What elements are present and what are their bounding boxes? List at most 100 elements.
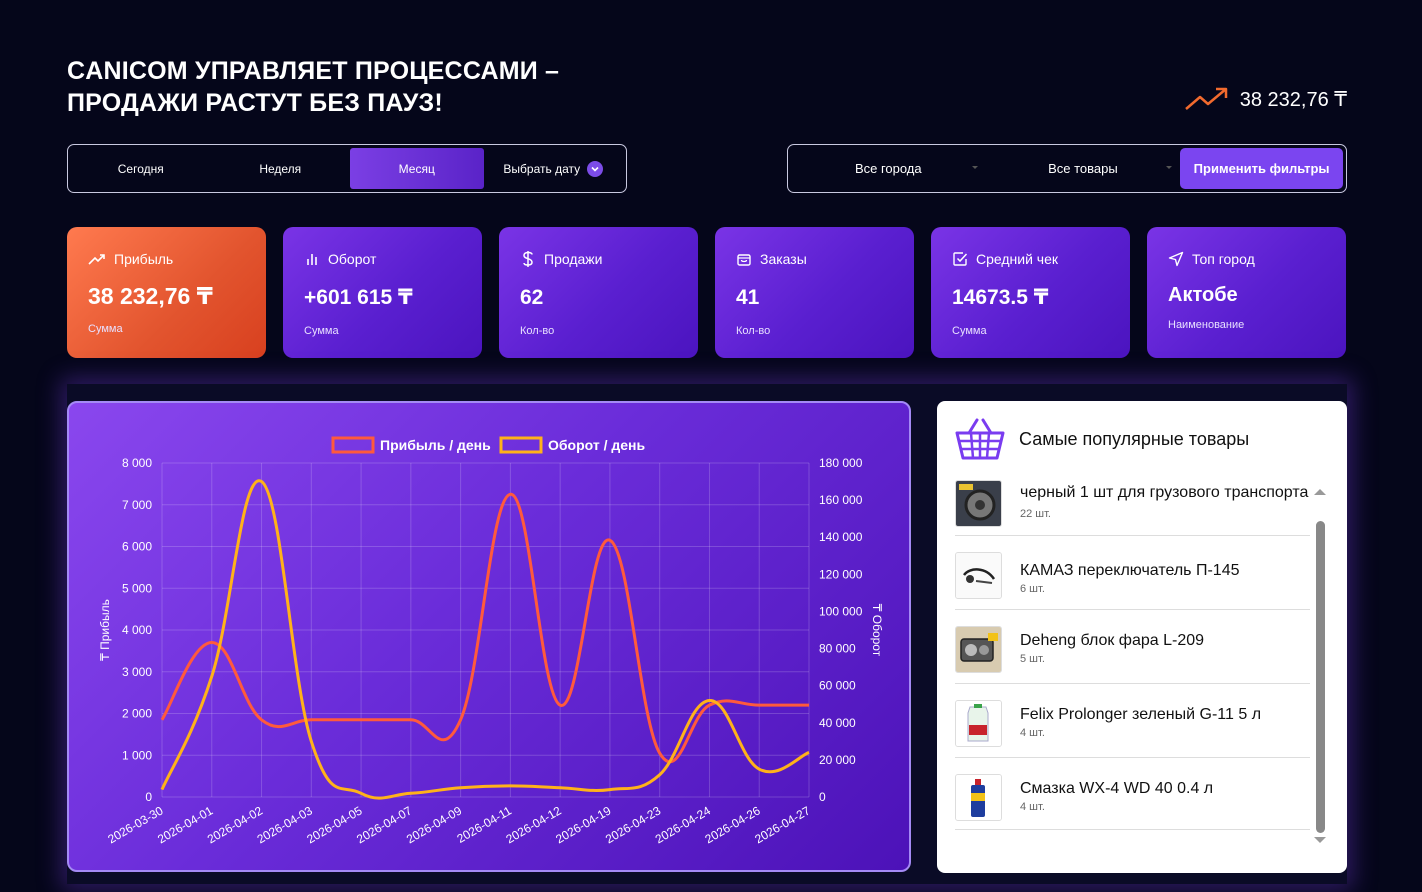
tab-pick-date[interactable]: Выбрать дату xyxy=(484,148,624,189)
card-top-city-sub: Наименование xyxy=(1168,319,1245,331)
city-select[interactable]: Все города xyxy=(791,148,986,189)
y2-tick-label: 0 xyxy=(819,790,826,804)
tab-today[interactable]: Сегодня xyxy=(71,148,211,189)
card-top-city-title: Топ город xyxy=(1192,251,1255,267)
x-tick-label: 2026-04-19 xyxy=(553,803,613,846)
x-tick-label: 2026-04-11 xyxy=(454,803,514,846)
series-line-1 xyxy=(160,492,809,764)
profit-turnover-chart: 0 1 000 2 000 3 000 4 000 5 000 6 000 7 000 8 00… xyxy=(67,401,911,872)
x-tick-label: 2026-04-01 xyxy=(155,803,215,846)
chevron-down-icon xyxy=(587,160,604,177)
period-selector: Сегодня Неделя Месяц Выбрать дату xyxy=(67,144,627,193)
card-sales-value: 62 xyxy=(520,286,544,309)
legend-swatch xyxy=(499,436,543,454)
card-orders-sub: Кол-во xyxy=(736,325,771,337)
caret-down-icon xyxy=(971,166,978,169)
tab-month-label: Месяц xyxy=(398,161,435,176)
headline-line-1: CANICOM УПРАВЛЯЕТ ПРОЦЕССАМИ – xyxy=(67,57,560,85)
card-orders: Заказы 41 Кол-во xyxy=(715,227,914,358)
x-tick-label: 2026-04-02 xyxy=(205,803,265,846)
basket-icon xyxy=(955,418,1005,460)
card-average-check-value: 14673.5 ₸ xyxy=(952,286,1049,309)
total-profit: 38 232,76 ₸ xyxy=(1184,84,1347,114)
y-tick-label: 4 000 xyxy=(122,623,152,637)
product-qty: 4 шт. xyxy=(1020,727,1045,739)
product-name: черный 1 шт для грузового транспорта xyxy=(1020,484,1309,501)
card-average-check: Средний чек 14673.5 ₸ Сумма xyxy=(931,227,1130,358)
product-name: Смазка WX-4 WD 40 0.4 л xyxy=(1020,780,1214,797)
product-name: Felix Prolonger зеленый G-11 5 л xyxy=(1020,706,1262,723)
total-profit-value: 38 232,76 ₸ xyxy=(1239,88,1347,111)
product-qty: 22 шт. xyxy=(1020,508,1051,520)
product-qty: 6 шт. xyxy=(1020,583,1045,595)
y2-tick-label: 160 000 xyxy=(819,493,863,507)
card-turnover: Оборот +601 615 ₸ Сумма xyxy=(283,227,482,358)
popular-title: Самые популярные товары xyxy=(1019,428,1250,449)
tab-month[interactable]: Месяц xyxy=(350,148,484,189)
legend-swatch xyxy=(331,436,375,454)
y2-tick-label: 20 000 xyxy=(819,753,856,767)
scroll-down-icon[interactable] xyxy=(1313,835,1327,845)
y2-tick-label: 80 000 xyxy=(819,642,856,656)
y2-tick-label: 140 000 xyxy=(819,530,863,544)
tab-today-label: Сегодня xyxy=(117,161,164,176)
x-tick-label: 2026-04-09 xyxy=(404,803,464,846)
card-orders-value: 41 xyxy=(736,286,760,309)
y2-tick-label: 40 000 xyxy=(819,716,856,730)
card-average-check-sub: Сумма xyxy=(952,325,987,337)
product-thumbnail xyxy=(955,774,1002,821)
product-qty: 4 шт. xyxy=(1020,801,1045,813)
legend-label: Оборот / день xyxy=(548,437,645,453)
series-line-2 xyxy=(160,479,810,800)
tab-week[interactable]: Неделя xyxy=(211,148,351,189)
card-profit-sub: Сумма xyxy=(88,323,123,335)
product-thumbnail xyxy=(955,626,1002,673)
card-profit-title: Прибыль xyxy=(114,251,174,267)
x-tick-label: 2026-04-23 xyxy=(603,803,663,846)
tab-pick-date-label: Выбрать дату xyxy=(503,161,581,176)
card-top-city: Топ город Актобе Наименование xyxy=(1147,227,1346,358)
list-item[interactable]: черный 1 шт для грузового транспорта 22 … xyxy=(955,474,1310,536)
x-tick-label: 2026-04-05 xyxy=(304,803,364,846)
city-select-value: Все города xyxy=(854,161,922,176)
product-select[interactable]: Все товары xyxy=(986,148,1181,189)
x-tick-label: 2026-04-26 xyxy=(703,803,763,846)
x-tick-label: 2026-04-07 xyxy=(354,803,414,846)
card-orders-title: Заказы xyxy=(760,251,807,267)
list-item[interactable]: Deheng блок фара L-209 5 шт. xyxy=(955,610,1310,684)
card-average-check-title: Средний чек xyxy=(976,251,1059,267)
card-profit: Прибыль 38 232,76 ₸ Сумма xyxy=(67,227,266,358)
list-item[interactable]: Felix Prolonger зеленый G-11 5 л 4 шт. xyxy=(955,684,1310,758)
y2-tick-label: 180 000 xyxy=(819,456,863,470)
card-top-city-value: Актобе xyxy=(1168,284,1238,306)
product-name: Deheng блок фара L-209 xyxy=(1020,632,1205,649)
y-tick-label: 5 000 xyxy=(122,581,152,595)
bar-chart-icon xyxy=(307,254,317,265)
x-tick-label: 2026-04-03 xyxy=(255,803,315,846)
y-tick-label: 6 000 xyxy=(122,540,152,554)
list-item[interactable]: Смазка WX-4 WD 40 0.4 л 4 шт. xyxy=(955,758,1310,830)
page-headline: CANICOM УПРАВЛЯЕТ ПРОЦЕССАМИ – ПРОДАЖИ Р… xyxy=(67,55,559,119)
popular-products-panel: Самые популярные товары черный 1 шт для … xyxy=(937,401,1347,873)
x-tick-label: 2026-03-30 xyxy=(105,803,165,846)
scrollbar-thumb[interactable] xyxy=(1316,521,1325,833)
product-select-value: Все товары xyxy=(1048,161,1118,176)
trending-up-icon xyxy=(1184,87,1227,110)
y-tick-label: 0 xyxy=(145,790,152,804)
popular-list: черный 1 шт для грузового транспорта 22 … xyxy=(955,474,1310,830)
scrollbar[interactable] xyxy=(1313,487,1327,845)
card-sales: Продажи 62 Кол-во xyxy=(499,227,698,358)
card-sales-title: Продажи xyxy=(544,251,603,267)
card-profit-value: 38 232,76 ₸ xyxy=(88,283,213,309)
legend-label: Прибыль / день xyxy=(380,437,491,453)
dollar-icon xyxy=(523,251,533,267)
kpi-cards: Прибыль 38 232,76 ₸ Сумма Оборот +601 61… xyxy=(67,227,1346,358)
list-item[interactable]: КАМАЗ переключатель П-145 6 шт. xyxy=(955,536,1310,610)
scroll-up-icon[interactable] xyxy=(1313,487,1327,497)
product-thumbnail xyxy=(955,700,1002,747)
y-tick-label: 1 000 xyxy=(122,748,152,762)
y-axis-label: ₸ Прибыль xyxy=(98,599,112,661)
apply-filters-button[interactable]: Применить фильтры xyxy=(1180,148,1343,189)
chart-svg: 0 1 000 2 000 3 000 4 000 5 000 6 000 7 000 8 00… xyxy=(98,436,884,846)
product-qty: 5 шт. xyxy=(1020,653,1045,665)
